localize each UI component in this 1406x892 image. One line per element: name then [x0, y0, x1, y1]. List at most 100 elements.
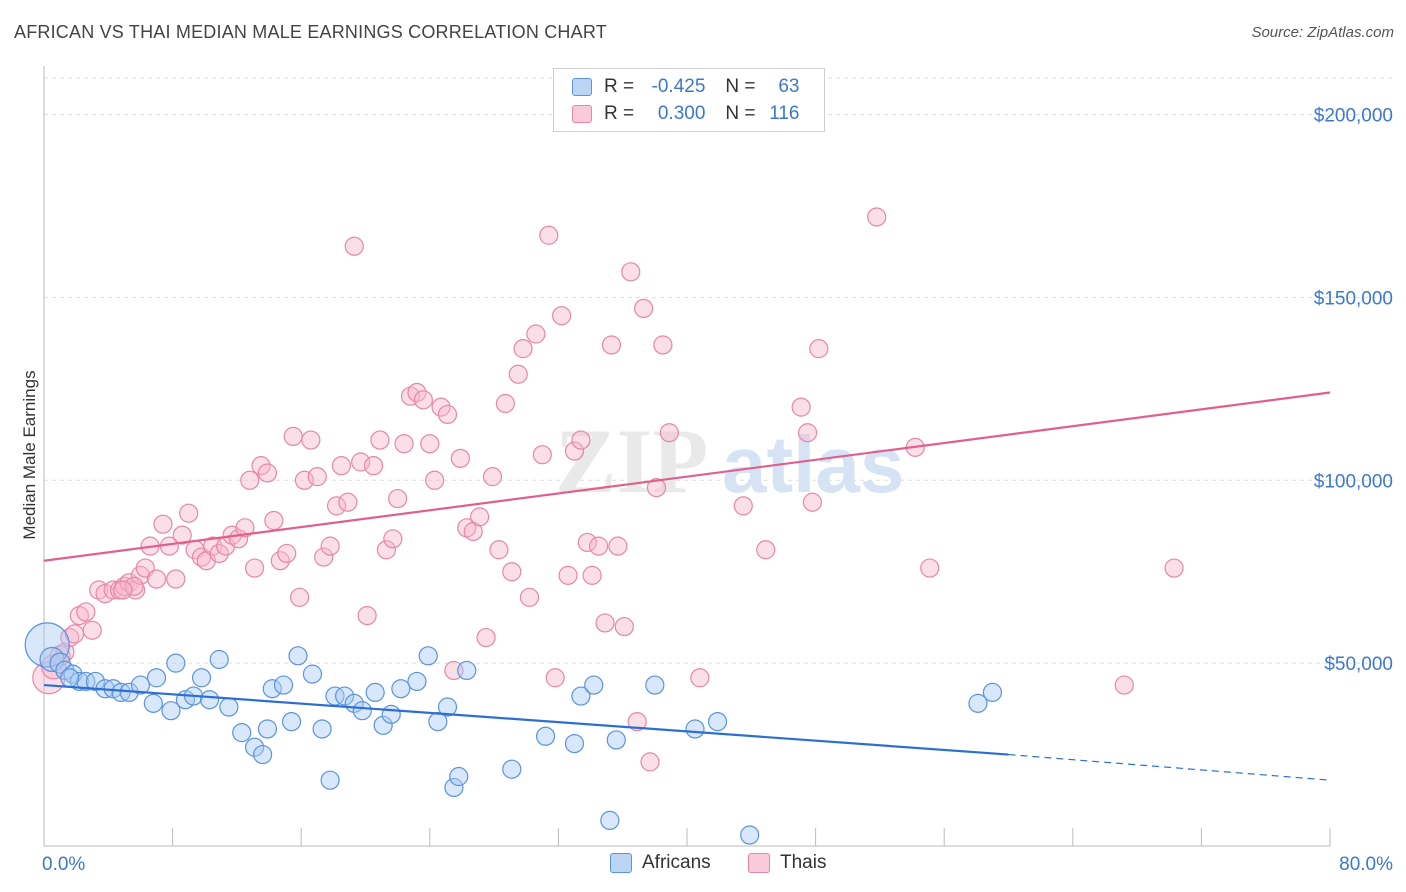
africans-trend-line: [43, 683, 1009, 756]
africans-point: [209, 649, 229, 670]
thais-point: [394, 434, 414, 454]
africans-point: [24, 622, 70, 668]
thais-point: [376, 540, 396, 560]
y-axis-label: Median Male Earnings: [20, 370, 39, 539]
legend-row-africans: R = -0.425 N = 63: [572, 75, 800, 99]
thais-point: [257, 463, 278, 483]
thais-point: [320, 536, 340, 556]
thais-point: [388, 488, 408, 509]
thais-point: [179, 503, 199, 523]
thais-point: [867, 207, 887, 227]
grid-lines: [44, 77, 1392, 664]
thais-legend-swatch: [748, 853, 770, 873]
legend-item-africans: Africans: [610, 852, 711, 874]
legend-n-label: N =: [725, 76, 756, 97]
thais-point: [314, 547, 334, 567]
thais-point: [476, 627, 496, 648]
thais-point: [153, 514, 173, 534]
legend-row-thais: R = 0.300 N = 116: [572, 102, 800, 126]
thais-point: [103, 580, 123, 600]
africans-point: [130, 675, 151, 695]
thais-point: [539, 225, 559, 245]
africans-point: [191, 668, 212, 688]
thais-point: [802, 492, 822, 512]
thais-point: [582, 565, 602, 585]
thais-point: [89, 580, 109, 600]
africans-point: [352, 701, 372, 721]
africans-point: [564, 733, 585, 754]
africans-point: [335, 686, 355, 706]
africans-point: [968, 693, 988, 713]
thais-point: [331, 456, 351, 476]
thais-point: [1114, 675, 1134, 695]
africans-point: [219, 697, 239, 717]
watermark-atlas: atlas: [722, 420, 904, 509]
watermark: ZIP atlas: [555, 410, 904, 512]
africans-point: [262, 679, 282, 699]
thais-point: [307, 467, 327, 487]
thais-point: [383, 529, 403, 549]
thais-point: [370, 430, 390, 450]
thais-point: [270, 551, 290, 571]
africans-point: [535, 726, 556, 746]
africans-point: [288, 646, 308, 666]
legend-r-value: -0.425: [651, 76, 706, 97]
thais-point: [431, 397, 451, 417]
africans-legend-label: Africans: [642, 852, 711, 873]
africans-point: [373, 715, 393, 735]
series-legend: Africans Thais: [0, 852, 1406, 876]
thais-point: [552, 306, 572, 326]
legend-n-value: 116: [769, 103, 800, 124]
thais-point: [545, 668, 565, 688]
africans-swatch: [572, 78, 592, 96]
africans-point: [257, 719, 278, 739]
thais-point: [425, 470, 445, 490]
thais-point: [283, 426, 303, 446]
thais-trend-line: [43, 391, 1331, 562]
thais-series: [32, 207, 1184, 772]
africans-point: [111, 682, 131, 703]
y-tick-label: $150,000: [1314, 288, 1393, 309]
africans-point: [146, 668, 167, 688]
thais-point: [400, 386, 421, 406]
thais-point: [69, 605, 89, 626]
africans-point: [444, 777, 464, 798]
thais-point: [294, 470, 315, 490]
thais-point: [113, 580, 133, 600]
africans-point: [143, 693, 163, 713]
thais-point: [513, 339, 533, 359]
africans-point: [584, 675, 604, 695]
thais-point: [733, 496, 753, 516]
thais-point: [235, 518, 255, 538]
africans-point: [571, 686, 591, 706]
thais-point: [482, 467, 503, 487]
thais-point: [502, 562, 522, 582]
africans-point: [253, 744, 273, 765]
thais-point: [809, 339, 829, 359]
thais-point: [495, 393, 515, 414]
thais-point: [608, 536, 628, 556]
africans-point: [407, 671, 427, 692]
thais-point: [146, 569, 167, 589]
thais-point: [564, 441, 585, 461]
africans-point: [76, 671, 96, 692]
africans-point: [645, 675, 665, 695]
thais-point: [166, 569, 186, 589]
thais-point: [124, 576, 144, 596]
thais-point: [920, 558, 940, 578]
thais-point: [326, 496, 347, 516]
africans-point: [85, 671, 106, 692]
thais-point: [690, 668, 710, 688]
thais-point: [264, 510, 284, 531]
thais-point: [633, 298, 654, 318]
africans-point: [449, 766, 469, 787]
legend-r-value: 0.300: [657, 103, 706, 124]
africans-point: [418, 646, 438, 666]
thais-point: [646, 478, 667, 498]
thais-point: [797, 423, 818, 443]
africans-point: [740, 825, 760, 845]
thais-point: [588, 536, 609, 556]
thais-point: [351, 452, 371, 472]
africans-point: [60, 668, 80, 688]
